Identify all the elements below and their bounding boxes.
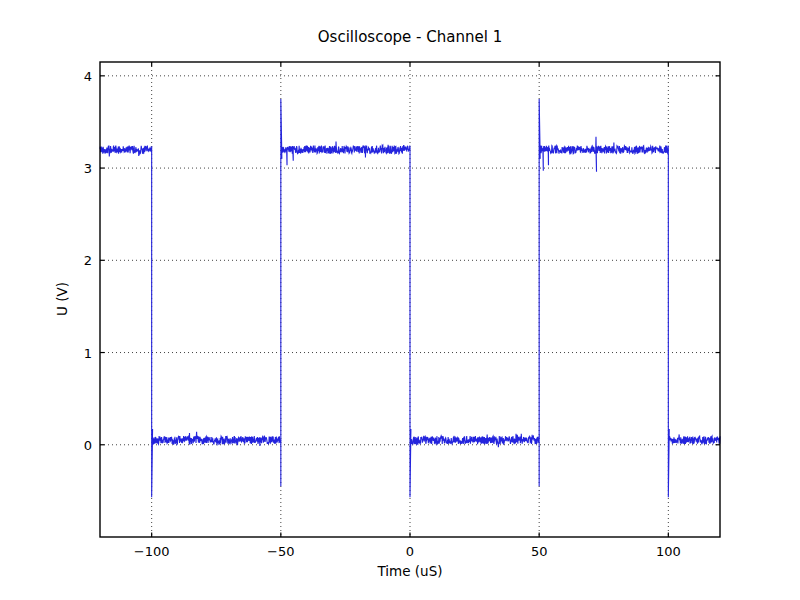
x-tick-label: 100 — [656, 544, 681, 559]
waveform-trace — [100, 99, 720, 497]
x-tick-label: 50 — [531, 544, 548, 559]
waveform-layer — [100, 99, 720, 497]
x-tick-label: −100 — [134, 544, 170, 559]
plot-area — [0, 0, 800, 600]
x-tick-label: −50 — [267, 544, 294, 559]
y-axis-label: U (V) — [54, 282, 70, 316]
y-tick-label: 1 — [70, 345, 92, 360]
y-tick-label: 2 — [70, 253, 92, 268]
y-tick-label: 4 — [70, 68, 92, 83]
x-tick-label: 0 — [406, 544, 414, 559]
x-axis-label: Time (uS) — [100, 563, 720, 579]
y-tick-label: 3 — [70, 161, 92, 176]
figure-canvas: Oscilloscope - Channel 1 −100−5005010001… — [0, 0, 800, 600]
y-tick-label: 0 — [70, 437, 92, 452]
